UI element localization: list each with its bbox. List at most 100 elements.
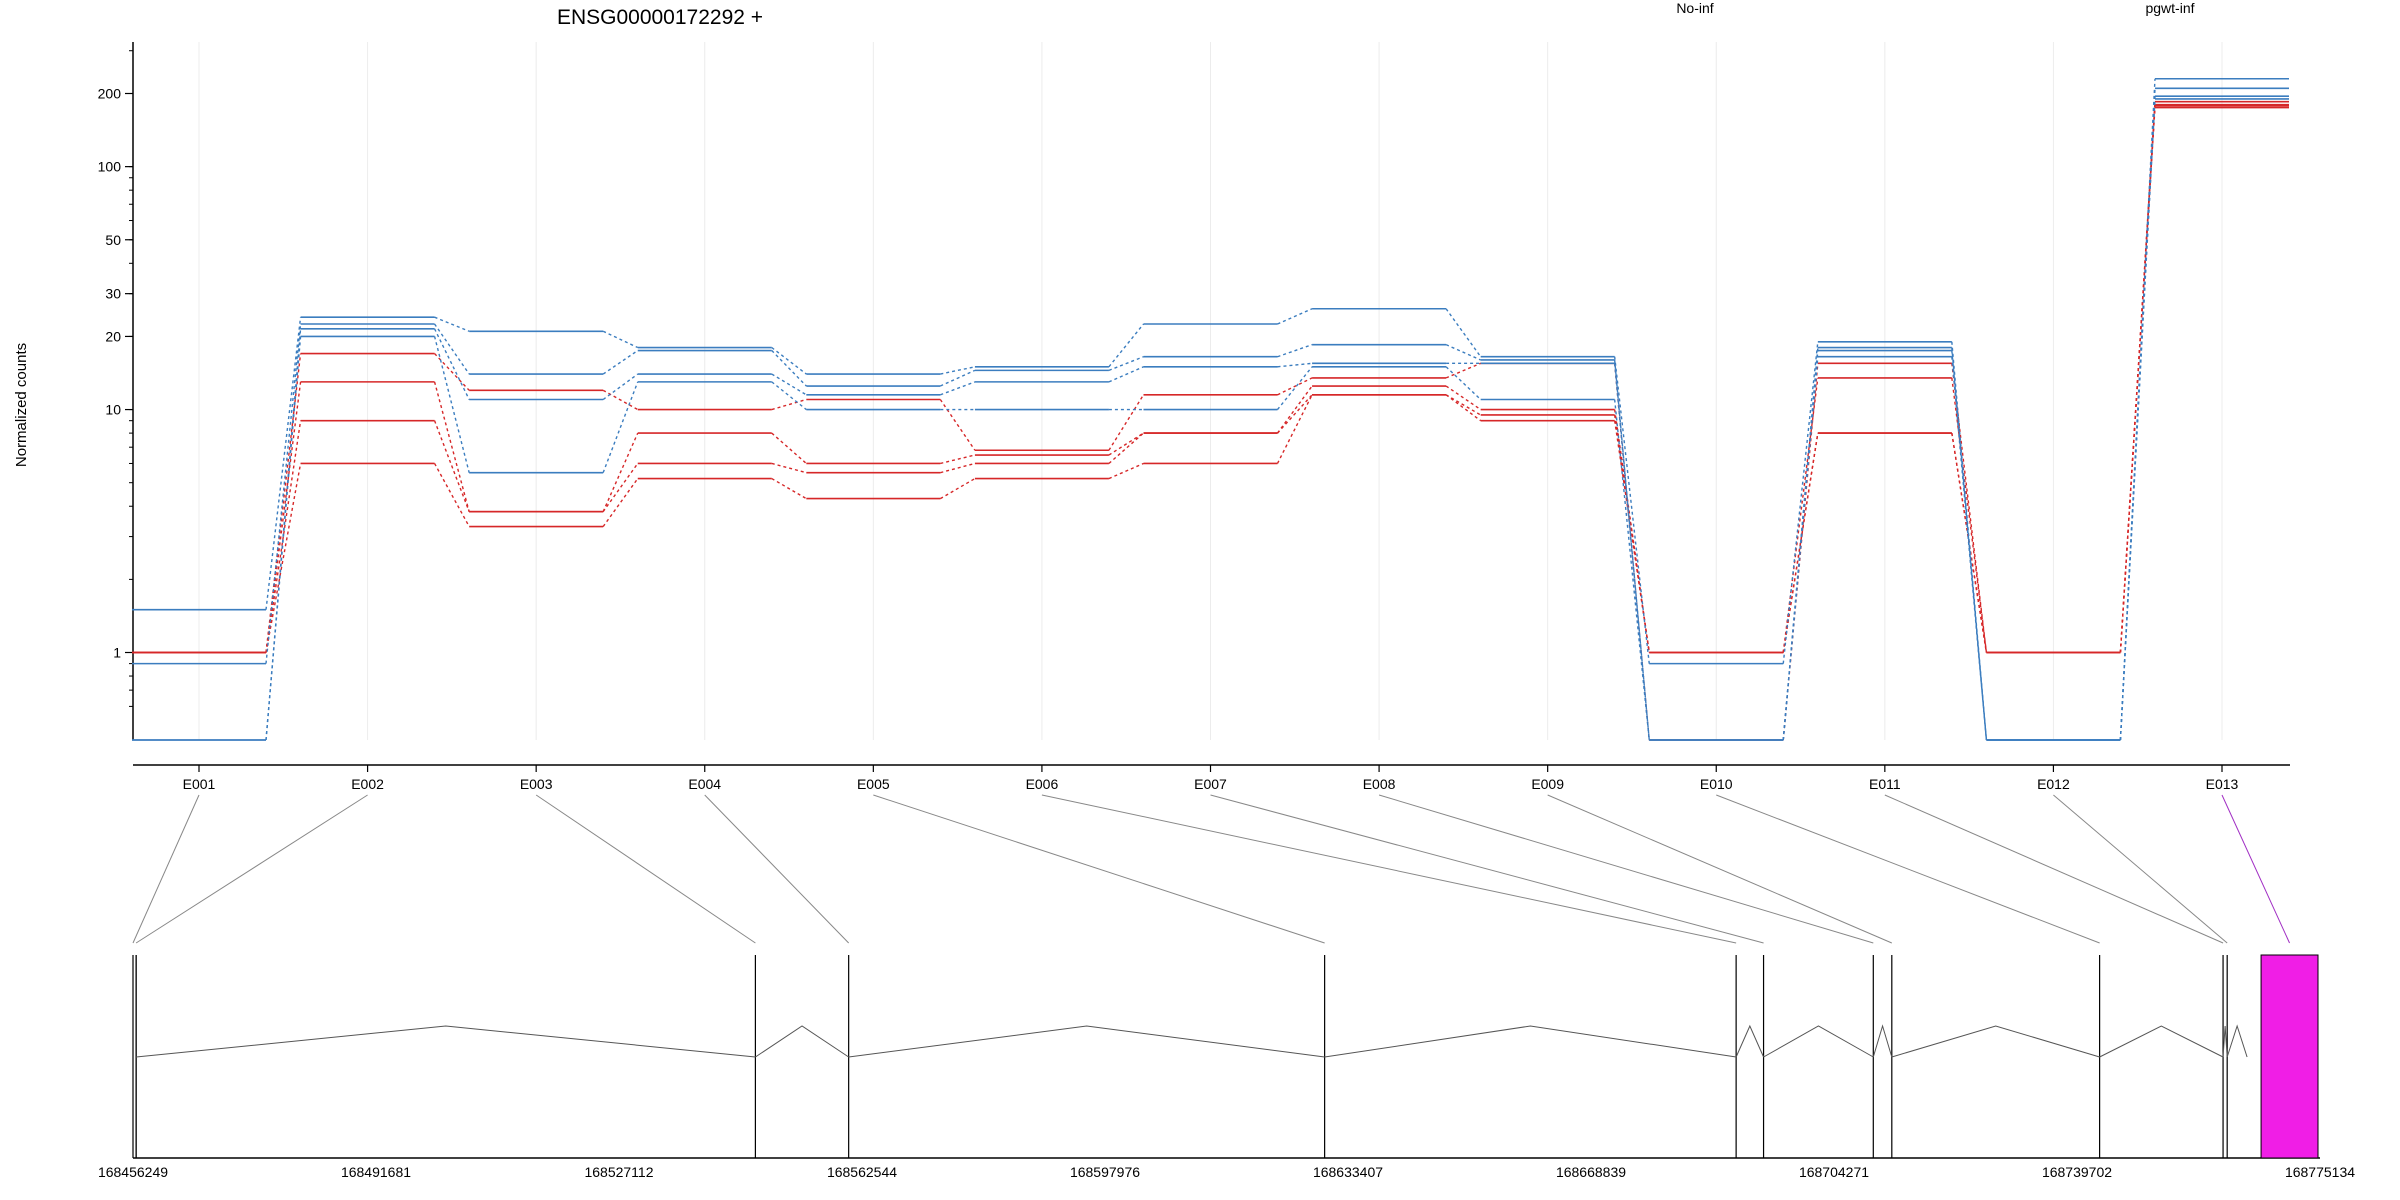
highlighted-exon — [2260, 954, 2319, 1159]
exon-transition-segment — [434, 323, 470, 375]
exon-transition-segment — [771, 477, 807, 500]
exon-transition-segment — [1951, 377, 1988, 653]
x-tick-label: E002 — [351, 776, 384, 792]
exon-transition-segment — [265, 336, 302, 741]
x-tick-label: E001 — [183, 776, 216, 792]
exon-transition-segment — [602, 463, 639, 513]
intron-line — [1324, 1025, 1737, 1058]
exon-transition-segment — [602, 349, 639, 375]
exon-transition-segment — [433, 420, 470, 512]
exon-transition-segment — [1445, 344, 1481, 361]
exon-connector — [1378, 794, 1874, 944]
exon-transition-segment — [1445, 394, 1482, 416]
series-lines — [132, 77, 2289, 741]
exon-transition-segment — [1277, 308, 1313, 325]
exon-transition-segment — [1108, 366, 1144, 383]
y-tick-label: 20 — [105, 328, 121, 344]
exon-transition-segment — [940, 454, 976, 465]
exon-transition-segment — [1782, 341, 1819, 664]
exon-transition-segment — [771, 462, 807, 474]
exon-transition-segment — [602, 389, 639, 411]
genome-coordinate-label: 168633407 — [1313, 1164, 1383, 1180]
exon-transition-segment — [265, 463, 302, 653]
series-pgwt-inf-7 — [132, 98, 2289, 741]
exon-transition-segment — [433, 381, 470, 512]
exon-transition-segment — [1445, 385, 1482, 411]
exon-transition-segment — [1276, 394, 1313, 434]
y-tick-label: 50 — [105, 232, 121, 248]
exon-transition-segment — [1951, 356, 1988, 741]
exon-transition-segment — [2119, 98, 2156, 741]
exon-transition-segment — [940, 369, 976, 387]
y-tick-label: 1 — [113, 645, 121, 661]
exon-transition-segment — [602, 432, 639, 512]
exon-transition-segment — [265, 323, 302, 664]
intron-line — [2099, 1025, 2224, 1058]
exon-transition-segment — [1108, 394, 1145, 451]
intron-line — [848, 1025, 1325, 1058]
genome-coordinate-label: 168775134 — [2285, 1164, 2355, 1180]
x-axis: E001 E002 E003 E004 E005 E006 E007 E008 E009 E010… — [133, 764, 2290, 792]
exon-transition-segment — [1445, 366, 1482, 401]
intron-line — [1763, 1025, 1874, 1058]
intron-line — [1891, 1025, 2100, 1058]
exon-transition-segment — [265, 381, 302, 653]
x-tick-label: E010 — [1700, 776, 1733, 792]
intron-line — [755, 1025, 849, 1058]
exon-transition-segment — [771, 381, 807, 411]
exon-transition-segment — [265, 317, 302, 610]
exon-connector — [535, 794, 756, 944]
exon-transition-segment — [1108, 432, 1144, 464]
y-axis-label: Normalized counts — [13, 343, 30, 467]
exon-transition-segment — [1782, 356, 1819, 741]
exon-transition-segment — [433, 328, 470, 400]
exon-transition-segment — [1782, 377, 1819, 653]
exon-transition-segment — [602, 373, 639, 401]
exon-transition-segment — [1445, 362, 1481, 379]
intron-line — [1872, 1024, 1893, 1058]
exon-transition-segment — [940, 462, 976, 474]
genome-coordinate-label: 168491681 — [341, 1164, 411, 1180]
exon-transition-segment — [602, 381, 639, 473]
intron-line — [136, 1025, 756, 1058]
exon-transition-segment — [771, 373, 807, 396]
exon-connector — [1041, 794, 1737, 944]
genome-coordinate-label: 168739702 — [2042, 1164, 2112, 1180]
x-tick-label: E003 — [520, 776, 553, 792]
exon-transition-segment — [1108, 462, 1144, 480]
y-tick-label: 100 — [98, 159, 122, 175]
exon-transition-segment — [1108, 323, 1145, 368]
exon-transition-segment — [940, 381, 976, 396]
x-tick-label: E004 — [688, 776, 721, 792]
exon-connector — [1210, 794, 1764, 944]
exon-transition-segment — [602, 478, 639, 527]
exon-transition-segment — [1276, 366, 1313, 411]
exon-connector-lines — [132, 794, 2290, 944]
x-tick-label: E011 — [1869, 776, 1901, 792]
exon-transition-segment — [939, 399, 976, 451]
exon-connector — [2053, 794, 2228, 944]
exon-connector — [1884, 794, 2224, 944]
exon-transition-segment — [771, 350, 807, 387]
genome-coordinate-label: 168456249 — [98, 1164, 168, 1180]
genome-coordinate-label: 168704271 — [1799, 1164, 1869, 1180]
genome-coordinate-label: 168562544 — [827, 1164, 897, 1180]
exon-transition-segment — [939, 477, 976, 500]
x-tick-label: E013 — [2206, 776, 2239, 792]
x-tick-label: E009 — [1531, 776, 1564, 792]
y-tick-label: 30 — [105, 286, 121, 302]
exon-connector — [2221, 794, 2290, 944]
exon-transition-segment — [1108, 432, 1144, 456]
exon-connector — [132, 794, 200, 944]
exon-transition-segment — [433, 336, 470, 473]
exon-transition-segment — [1277, 377, 1313, 396]
intron-line — [2226, 1024, 2248, 1058]
exon-transition-segment — [1277, 362, 1313, 368]
y-tick-label: 10 — [105, 402, 121, 418]
exon-transition-segment — [1445, 394, 1482, 422]
exon-transition-segment — [1276, 385, 1313, 434]
exon-transition-segment — [602, 330, 639, 349]
exon-transition-segment — [2119, 107, 2156, 653]
x-tick-label: E006 — [1026, 776, 1059, 792]
